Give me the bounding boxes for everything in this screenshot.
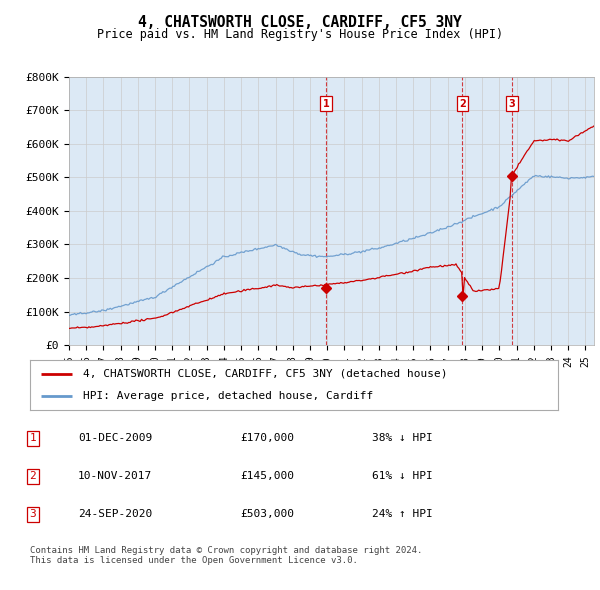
Text: 10-NOV-2017: 10-NOV-2017	[78, 471, 152, 481]
Text: 24-SEP-2020: 24-SEP-2020	[78, 510, 152, 519]
Text: 1: 1	[322, 99, 329, 109]
Text: £145,000: £145,000	[240, 471, 294, 481]
Text: Price paid vs. HM Land Registry's House Price Index (HPI): Price paid vs. HM Land Registry's House …	[97, 28, 503, 41]
Text: 61% ↓ HPI: 61% ↓ HPI	[372, 471, 433, 481]
Text: 3: 3	[29, 510, 37, 519]
Text: 3: 3	[509, 99, 515, 109]
Text: 2: 2	[459, 99, 466, 109]
Text: 01-DEC-2009: 01-DEC-2009	[78, 434, 152, 443]
Text: HPI: Average price, detached house, Cardiff: HPI: Average price, detached house, Card…	[83, 391, 373, 401]
Text: 4, CHATSWORTH CLOSE, CARDIFF, CF5 3NY (detached house): 4, CHATSWORTH CLOSE, CARDIFF, CF5 3NY (d…	[83, 369, 448, 379]
Text: 24% ↑ HPI: 24% ↑ HPI	[372, 510, 433, 519]
Text: £503,000: £503,000	[240, 510, 294, 519]
Text: 4, CHATSWORTH CLOSE, CARDIFF, CF5 3NY: 4, CHATSWORTH CLOSE, CARDIFF, CF5 3NY	[138, 15, 462, 30]
Text: £170,000: £170,000	[240, 434, 294, 443]
Text: 2: 2	[29, 471, 37, 481]
Text: Contains HM Land Registry data © Crown copyright and database right 2024.
This d: Contains HM Land Registry data © Crown c…	[30, 546, 422, 565]
Text: 1: 1	[29, 434, 37, 443]
Text: 38% ↓ HPI: 38% ↓ HPI	[372, 434, 433, 443]
